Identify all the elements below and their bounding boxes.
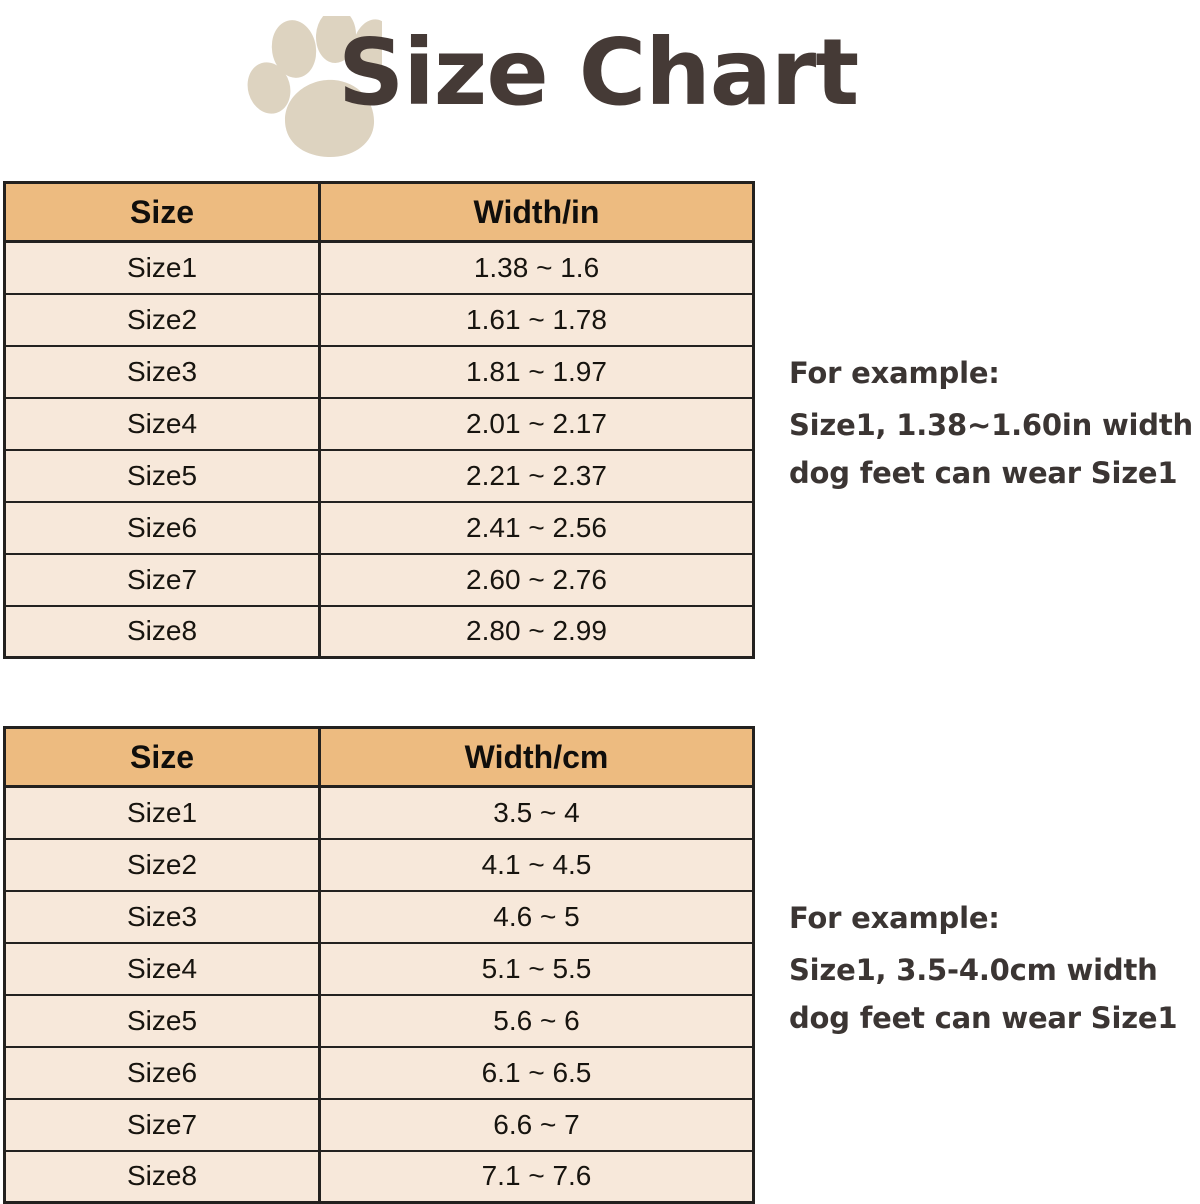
- cell-width: 1.61 ~ 1.78: [318, 292, 755, 347]
- cell-size: Size6: [3, 500, 321, 555]
- table-header-row: Size Width/cm: [3, 726, 755, 788]
- table-row: Size2 4.1 ~ 4.5: [3, 837, 755, 892]
- cell-width: 1.81 ~ 1.97: [318, 344, 755, 399]
- table-row: Size3 1.81 ~ 1.97: [3, 344, 755, 399]
- cell-size: Size3: [3, 889, 321, 944]
- example-line-1: Size1, 3.5-4.0cm width: [789, 953, 1158, 987]
- table-row: Size4 5.1 ~ 5.5: [3, 941, 755, 996]
- cell-size: Size4: [3, 396, 321, 451]
- example-heading: For example:: [789, 356, 1000, 390]
- cell-size: Size4: [3, 941, 321, 996]
- size-table-cm: Size Width/cm Size1 3.5 ~ 4 Size2 4.1 ~ …: [3, 726, 755, 1204]
- cell-width: 2.41 ~ 2.56: [318, 500, 755, 555]
- table-row: Size5 2.21 ~ 2.37: [3, 448, 755, 503]
- column-header-width: Width/cm: [318, 726, 755, 788]
- table-header-row: Size Width/in: [3, 181, 755, 243]
- cell-width: 2.60 ~ 2.76: [318, 552, 755, 607]
- cell-size: Size6: [3, 1045, 321, 1100]
- column-header-size: Size: [3, 726, 321, 788]
- cell-size: Size5: [3, 448, 321, 503]
- page-header: Size Chart: [0, 0, 1200, 170]
- paw-print-icon: [247, 16, 382, 158]
- cell-width: 7.1 ~ 7.6: [318, 1149, 755, 1204]
- column-header-size: Size: [3, 181, 321, 243]
- cell-width: 1.38 ~ 1.6: [318, 240, 755, 295]
- cell-width: 4.1 ~ 4.5: [318, 837, 755, 892]
- table-row: Size1 1.38 ~ 1.6: [3, 240, 755, 295]
- cell-width: 5.1 ~ 5.5: [318, 941, 755, 996]
- cell-width: 2.80 ~ 2.99: [318, 604, 755, 659]
- size-table-inches: Size Width/in Size1 1.38 ~ 1.6 Size2 1.6…: [3, 181, 755, 659]
- cell-size: Size2: [3, 292, 321, 347]
- cell-width: 2.01 ~ 2.17: [318, 396, 755, 451]
- example-line-2: dog feet can wear Size1: [789, 1001, 1178, 1035]
- cell-width: 6.6 ~ 7: [318, 1097, 755, 1152]
- table-row: Size1 3.5 ~ 4: [3, 785, 755, 840]
- table-row: Size8 7.1 ~ 7.6: [3, 1149, 755, 1204]
- table-row: Size3 4.6 ~ 5: [3, 889, 755, 944]
- example-line-1: Size1, 1.38~1.60in width: [789, 408, 1193, 442]
- cell-width: 6.1 ~ 6.5: [318, 1045, 755, 1100]
- cell-size: Size7: [3, 1097, 321, 1152]
- cell-size: Size8: [3, 604, 321, 659]
- cell-size: Size2: [3, 837, 321, 892]
- cell-size: Size5: [3, 993, 321, 1048]
- page-title: Size Chart: [338, 19, 859, 126]
- table-row: Size5 5.6 ~ 6: [3, 993, 755, 1048]
- table-row: Size7 2.60 ~ 2.76: [3, 552, 755, 607]
- cell-width: 2.21 ~ 2.37: [318, 448, 755, 503]
- table-row: Size7 6.6 ~ 7: [3, 1097, 755, 1152]
- table-row: Size2 1.61 ~ 1.78: [3, 292, 755, 347]
- cell-width: 4.6 ~ 5: [318, 889, 755, 944]
- example-heading: For example:: [789, 901, 1000, 935]
- cell-width: 5.6 ~ 6: [318, 993, 755, 1048]
- example-line-2: dog feet can wear Size1: [789, 456, 1178, 490]
- table-row: Size6 6.1 ~ 6.5: [3, 1045, 755, 1100]
- table-row: Size6 2.41 ~ 2.56: [3, 500, 755, 555]
- cell-size: Size1: [3, 240, 321, 295]
- cell-size: Size8: [3, 1149, 321, 1204]
- column-header-width: Width/in: [318, 181, 755, 243]
- cell-size: Size7: [3, 552, 321, 607]
- cell-width: 3.5 ~ 4: [318, 785, 755, 840]
- cell-size: Size1: [3, 785, 321, 840]
- example-note-inches: For example: Size1, 1.38~1.60in width do…: [789, 349, 1193, 497]
- cell-size: Size3: [3, 344, 321, 399]
- example-note-cm: For example: Size1, 3.5-4.0cm width dog …: [789, 894, 1189, 1042]
- table-row: Size8 2.80 ~ 2.99: [3, 604, 755, 659]
- table-row: Size4 2.01 ~ 2.17: [3, 396, 755, 451]
